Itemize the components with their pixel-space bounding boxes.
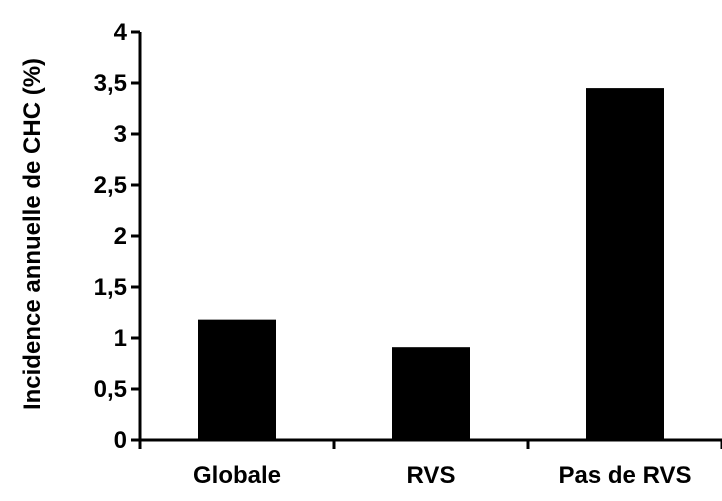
y-tick-label: 1,5 bbox=[94, 274, 127, 301]
y-tick-label: 3 bbox=[114, 121, 127, 148]
x-ticks-layer: Globale RVS Pas de RVS bbox=[138, 440, 722, 489]
y-tick-label: 0 bbox=[114, 427, 127, 454]
y-tick-label: 2,5 bbox=[94, 172, 127, 199]
x-tick-label: Pas de RVS bbox=[559, 462, 692, 489]
y-tick-label: 2 bbox=[114, 223, 127, 250]
x-tick-label: Globale bbox=[193, 462, 281, 489]
y-tick-label: 1 bbox=[114, 325, 127, 352]
y-axis-label: Incidence annuelle de CHC (%) bbox=[19, 58, 46, 410]
bar-globale bbox=[198, 319, 276, 440]
bars-layer bbox=[198, 88, 664, 440]
y-tick-label: 0,5 bbox=[94, 376, 127, 403]
y-ticks-layer: 0 0,5 1 1,5 2 2,5 3 3,5 4 bbox=[94, 19, 140, 454]
bar-rvs bbox=[392, 347, 470, 440]
x-tick-label: RVS bbox=[407, 462, 456, 489]
bar-pas-de-rvs bbox=[586, 88, 664, 440]
y-tick-label: 3,5 bbox=[94, 70, 127, 97]
y-tick-label: 4 bbox=[114, 19, 128, 46]
